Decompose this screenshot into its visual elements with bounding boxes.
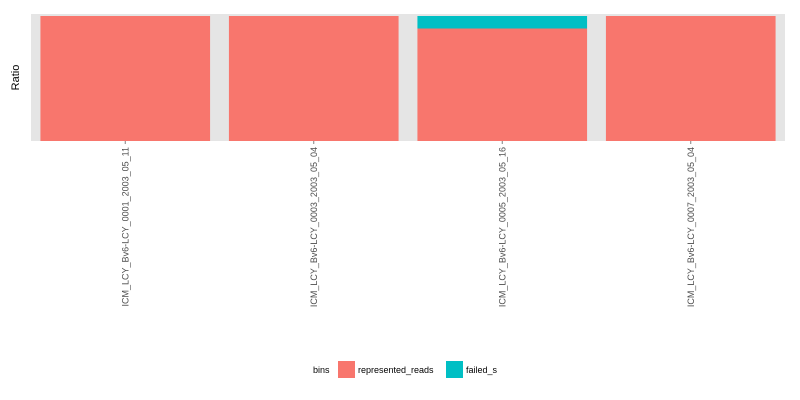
x-axis: ICM_LCY_Bv6-LCY_0001_2003_05_11 ICM_LCY_B… [120, 141, 696, 307]
legend-key-represented_reads [338, 361, 355, 378]
y-axis-title: Ratio [10, 65, 22, 91]
x-tick-label-3: ICM_LCY_Bv6-LCY_0005_2003_05_16 [497, 147, 507, 307]
bar-failed_s-3 [417, 16, 588, 29]
bar-represented_reads-4 [605, 16, 776, 141]
bar-represented_reads-1 [40, 16, 211, 141]
legend: bins represented_reads failed_s [313, 361, 498, 378]
bars-group [40, 16, 776, 141]
legend-label-failed_s: failed_s [466, 365, 498, 375]
x-tick-label-1: ICM_LCY_Bv6-LCY_0001_2003_05_11 [120, 147, 130, 306]
x-tick-label-2: ICM_LCY_Bv6-LCY_0003_2003_05_04 [309, 147, 319, 307]
bar-represented_reads-2 [228, 16, 399, 141]
legend-key-failed_s [446, 361, 463, 378]
legend-label-represented_reads: represented_reads [358, 365, 434, 375]
bar-represented_reads-3 [417, 28, 588, 141]
legend-title: bins [313, 365, 330, 375]
x-tick-label-4: ICM_LCY_Bv6-LCY_0007_2003_05_04 [686, 147, 696, 307]
